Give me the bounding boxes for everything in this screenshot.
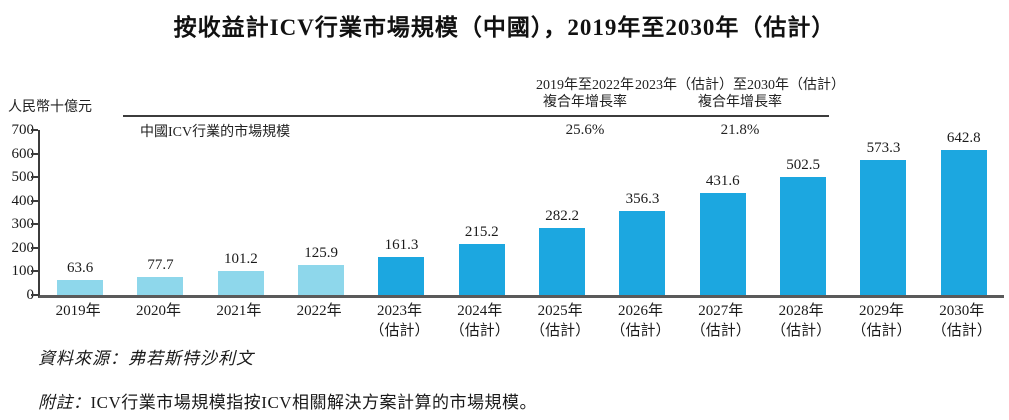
bar-group: 101.2 (201, 130, 281, 295)
bar-value-label: 161.3 (384, 236, 419, 253)
y-tick-mark (31, 152, 38, 155)
bar (458, 244, 505, 295)
x-axis-label: 2028年 （估計） (771, 303, 832, 340)
y-tick-mark (31, 129, 38, 131)
note-prefix: 附註： (38, 393, 91, 412)
bar (860, 159, 907, 295)
y-tick-label: 700 (11, 122, 35, 138)
cagr-metric-label: 複合年增長率 (543, 94, 627, 110)
bar-value-label: 431.6 (705, 173, 740, 190)
bar-group: 356.3 (602, 130, 682, 295)
bar (539, 228, 586, 295)
x-axis-label: 2024年 （估計） (449, 303, 510, 340)
x-axis-label: 2025年 （估計） (530, 303, 591, 340)
cagr-value-2019-2022: 25.6% (565, 122, 605, 138)
series-legend-label: 中國ICV行業的市場規模 (140, 125, 291, 140)
bar-value-label: 125.9 (304, 245, 339, 262)
y-axis-unit-label: 人民幣十億元 (8, 100, 92, 115)
cagr-header-2019-2022: 2019年至2022年 複合年增長率 (495, 78, 675, 112)
x-axis-label: 2022年 (296, 303, 342, 319)
y-tick-label: 200 (11, 239, 35, 256)
x-axis-label: 2026年 （估計） (610, 303, 671, 340)
bar (940, 150, 987, 295)
bar-value-label: 63.6 (67, 260, 94, 277)
legend-header-rule (123, 115, 829, 117)
bar-group: 502.5 (763, 130, 843, 295)
x-axis-label: 2019年 (55, 303, 101, 319)
x-labels: 2019年 2020年 2021年 2022年 2023年 （估計） 2024年 （估計） 20… (38, 301, 1002, 342)
y-tick-mark (31, 294, 38, 296)
bar-value-label: 573.3 (866, 139, 901, 156)
bar-value-label: 502.5 (786, 156, 820, 173)
bar-value-label: 101.2 (223, 251, 258, 268)
bar-group: 215.2 (442, 130, 522, 295)
bar (780, 176, 827, 295)
x-axis-label: 2023年 （估計） (369, 303, 430, 340)
bar-group: 77.7 (120, 130, 200, 295)
source-line: 資料來源：弗若斯特沙利文 (38, 349, 254, 368)
y-tick-mark (31, 176, 38, 179)
plot-area: 63.6 77.7 101.2 125.9 161.3 215.2 282.2 356.3 43… (38, 130, 1004, 298)
bar-group: 642.8 (924, 130, 1004, 295)
y-tick-mark (31, 246, 38, 249)
cagr-header-2023-2030: 2023年（估計）至2030年（估計） 複合年增長率 (629, 78, 851, 112)
bar-value-label: 642.8 (946, 130, 981, 146)
bars: 63.6 77.7 101.2 125.9 161.3 215.2 282.2 356.3 43… (40, 130, 1004, 295)
bar (217, 271, 264, 295)
y-tick-label: 0 (0, 288, 35, 303)
cagr-value-2023-2030: 21.8% (720, 122, 760, 138)
y-tick-label: 100 (11, 263, 35, 280)
y-tick-mark (31, 270, 38, 273)
x-axis-label: 2020年 (135, 303, 181, 319)
cagr-period-label: 2019年至2022年 (536, 78, 634, 93)
y-tick-label: 500 (11, 169, 35, 186)
bar-value-label: 356.3 (625, 191, 660, 208)
bar (378, 256, 425, 295)
bar (137, 276, 184, 295)
x-axis-label: 2027年 （估計） (690, 303, 751, 340)
bar-value-label: 77.7 (147, 256, 174, 273)
cagr-period-label: 2023年（估計）至2030年（估計） (635, 78, 845, 93)
bar-group: 161.3 (361, 130, 441, 295)
bar-group: 573.3 (843, 130, 923, 295)
chart-title: 按收益計ICV行業市場規模（中國），2019年至2030年（估計） (173, 15, 836, 40)
x-axis-label: 2029年 （估計） (851, 303, 912, 340)
y-tick-mark (31, 223, 38, 226)
y-tick-label: 400 (11, 192, 35, 209)
bar-group: 282.2 (522, 130, 602, 295)
x-axis-label: 2021年 (216, 303, 262, 319)
bar (298, 265, 345, 295)
note-line: 附註：ICV行業市場規模指按ICV相關解決方案計算的市場規模。 (38, 388, 537, 413)
x-axis-label: 2030年 （估計） (931, 303, 992, 340)
y-tick-label: 300 (11, 216, 35, 233)
bar (699, 193, 746, 295)
y-tick-mark (31, 199, 38, 202)
bar (57, 280, 104, 295)
note-body: ICV行業市場規模指按ICV相關解決方案計算的市場規模。 (90, 393, 538, 412)
bar-group: 125.9 (281, 130, 361, 295)
cagr-metric-label: 複合年增長率 (698, 94, 782, 110)
bar-group: 431.6 (683, 130, 763, 295)
bar (619, 211, 666, 295)
y-tick-label: 600 (11, 145, 35, 162)
bar-value-label: 215.2 (464, 224, 499, 241)
bar-value-label: 282.2 (545, 208, 579, 225)
bar-group: 63.6 (40, 130, 120, 295)
